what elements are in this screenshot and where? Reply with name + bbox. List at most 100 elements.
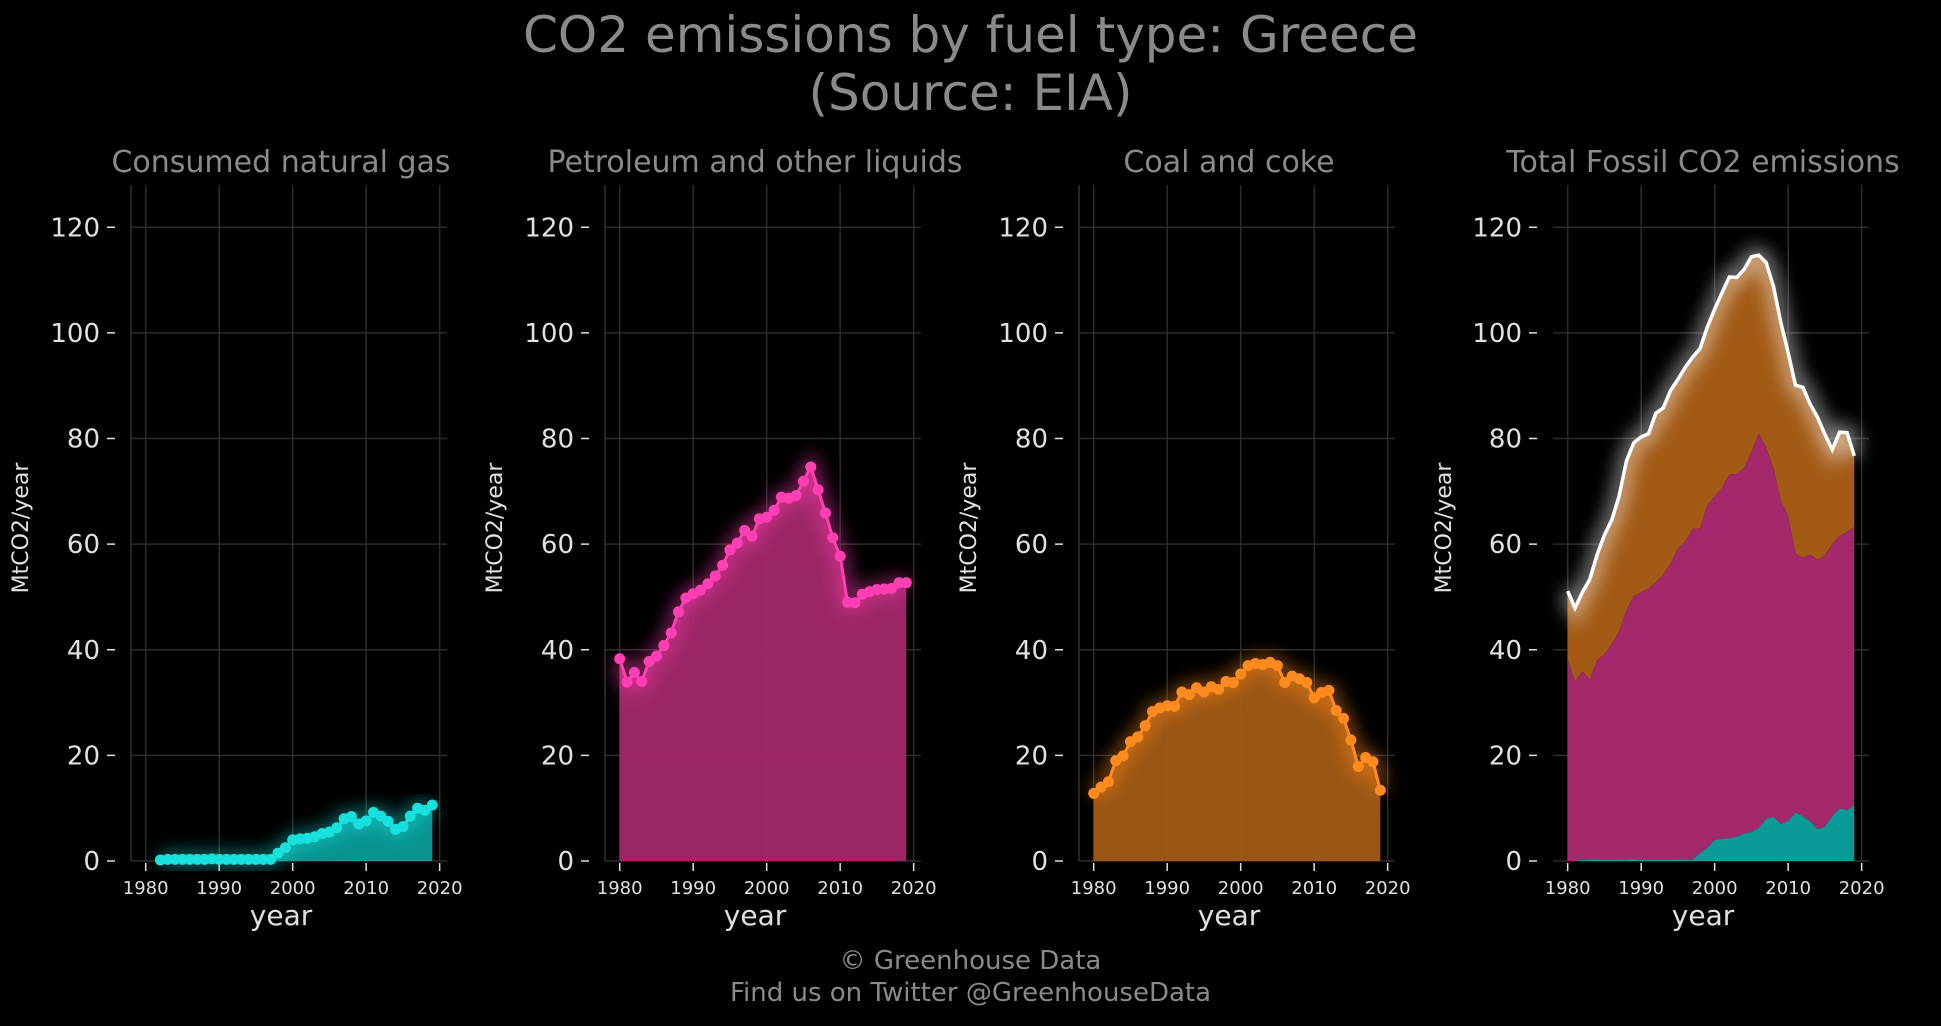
x-axis-label: year xyxy=(250,899,313,932)
petroleum-point xyxy=(621,676,633,688)
panel-title: Coal and coke xyxy=(1123,145,1334,180)
y-tick-label: 60 xyxy=(541,530,574,560)
x-tick-label: 1990 xyxy=(670,878,716,899)
petroleum-point xyxy=(827,532,839,544)
x-tick-label: 1980 xyxy=(1545,878,1591,899)
gas-area xyxy=(160,805,433,861)
gas-point xyxy=(345,811,357,823)
coal-point xyxy=(1169,700,1181,712)
petroleum-point xyxy=(739,524,751,536)
y-tick-label: 80 xyxy=(1015,425,1048,455)
y-tick-label: 40 xyxy=(1015,636,1048,666)
x-tick-label: 2010 xyxy=(817,878,863,899)
petroleum-point xyxy=(900,577,912,589)
y-tick-label: 80 xyxy=(1489,425,1522,455)
y-tick-label: 120 xyxy=(50,213,100,243)
x-tick-label: 1990 xyxy=(196,878,242,899)
petroleum-point xyxy=(658,640,670,652)
coal-point xyxy=(1323,684,1335,696)
x-tick-label: 2000 xyxy=(1692,878,1738,899)
x-tick-label: 2020 xyxy=(417,878,463,899)
y-tick-label: 60 xyxy=(67,530,100,560)
petroleum-point xyxy=(665,627,677,639)
y-tick-label: 20 xyxy=(1015,741,1048,771)
petroleum-point xyxy=(746,530,758,542)
y-tick-label: 100 xyxy=(998,319,1048,349)
x-tick-label: 2010 xyxy=(1291,878,1337,899)
y-axis-label: MtCO2/year xyxy=(483,462,508,594)
coal-point xyxy=(1102,776,1114,788)
y-tick-label: 20 xyxy=(67,741,100,771)
gas-point xyxy=(382,815,394,827)
petroleum-point xyxy=(724,544,736,556)
petroleum-point xyxy=(812,484,824,496)
y-tick-label: 100 xyxy=(1472,319,1522,349)
y-tick-label: 100 xyxy=(50,319,100,349)
coal-point xyxy=(1338,712,1350,724)
total-line xyxy=(1566,253,1856,613)
petroleum-point xyxy=(731,537,743,549)
petroleum-point xyxy=(761,511,773,523)
x-axis-label: year xyxy=(1198,899,1261,932)
petroleum-point xyxy=(628,666,640,678)
petroleum-point xyxy=(702,578,714,590)
coal-point xyxy=(1139,720,1151,732)
petroleum-point xyxy=(790,490,802,502)
y-tick-label: 0 xyxy=(1031,847,1048,877)
gas-point xyxy=(279,842,291,854)
gas-point xyxy=(265,853,277,865)
x-tick-label: 2000 xyxy=(1218,878,1264,899)
panel-title: Petroleum and other liquids xyxy=(547,145,962,180)
coal-point xyxy=(1345,734,1357,746)
y-tick-label: 20 xyxy=(541,741,574,771)
y-tick-label: 0 xyxy=(1505,847,1522,877)
total-petroleum-area xyxy=(1567,433,1855,861)
y-axis-label: MtCO2/year xyxy=(9,462,34,594)
panel-title: Total Fossil CO2 emissions xyxy=(1505,145,1899,180)
y-tick-label: 80 xyxy=(67,425,100,455)
petroleum-point xyxy=(886,582,898,594)
total-gas-area xyxy=(1567,805,1855,861)
petroleum-point xyxy=(834,550,846,562)
gas-point xyxy=(404,810,416,822)
petroleum-point xyxy=(650,650,662,662)
panel-4: Total Fossil CO2 emissions 0 20 40 60 80 100 12… xyxy=(1432,145,1900,932)
coal-point xyxy=(1213,683,1225,695)
y-tick-label: 120 xyxy=(524,213,574,243)
petroleum-point xyxy=(672,606,684,618)
coal-point xyxy=(1227,676,1239,688)
y-tick-label: 80 xyxy=(541,425,574,455)
title-line-1: CO2 emissions by fuel type: Greece xyxy=(522,6,1419,64)
panel-3: Coal and coke 0 20 40 60 80 100 120 1980 1990 2000… xyxy=(957,145,1411,932)
title-line-2: (Source: EIA) xyxy=(808,64,1133,122)
panel-1: Consumed natural gas 0 20 40 60 80 100 120 1980 1… xyxy=(9,145,463,932)
y-tick-label: 100 xyxy=(524,319,574,349)
coal-point xyxy=(1235,668,1247,680)
coal-point xyxy=(1271,660,1283,672)
coal-line xyxy=(1092,660,1382,795)
coal-point xyxy=(1088,787,1100,799)
x-tick-label: 1980 xyxy=(597,878,643,899)
x-tick-label: 2000 xyxy=(270,878,316,899)
x-axis-label: year xyxy=(724,899,787,932)
coal-point xyxy=(1279,676,1291,688)
petroleum-point xyxy=(614,653,626,665)
gas-point xyxy=(360,815,372,827)
gas-point xyxy=(426,799,438,811)
x-axis-label: year xyxy=(1672,899,1735,932)
y-tick-label: 0 xyxy=(557,847,574,877)
coal-point xyxy=(1330,704,1342,716)
coal-point xyxy=(1301,676,1313,688)
petroleum-point xyxy=(805,461,817,473)
y-tick-label: 120 xyxy=(998,213,1048,243)
y-axis-label: MtCO2/year xyxy=(957,462,982,594)
x-tick-label: 2010 xyxy=(1765,878,1811,899)
petroleum-point xyxy=(768,504,780,516)
x-tick-label: 1990 xyxy=(1144,878,1190,899)
y-axis-label: MtCO2/year xyxy=(1432,462,1457,594)
y-tick-label: 40 xyxy=(67,636,100,666)
x-tick-label: 1980 xyxy=(123,878,169,899)
x-tick-label: 1980 xyxy=(1071,878,1117,899)
y-tick-label: 40 xyxy=(541,636,574,666)
